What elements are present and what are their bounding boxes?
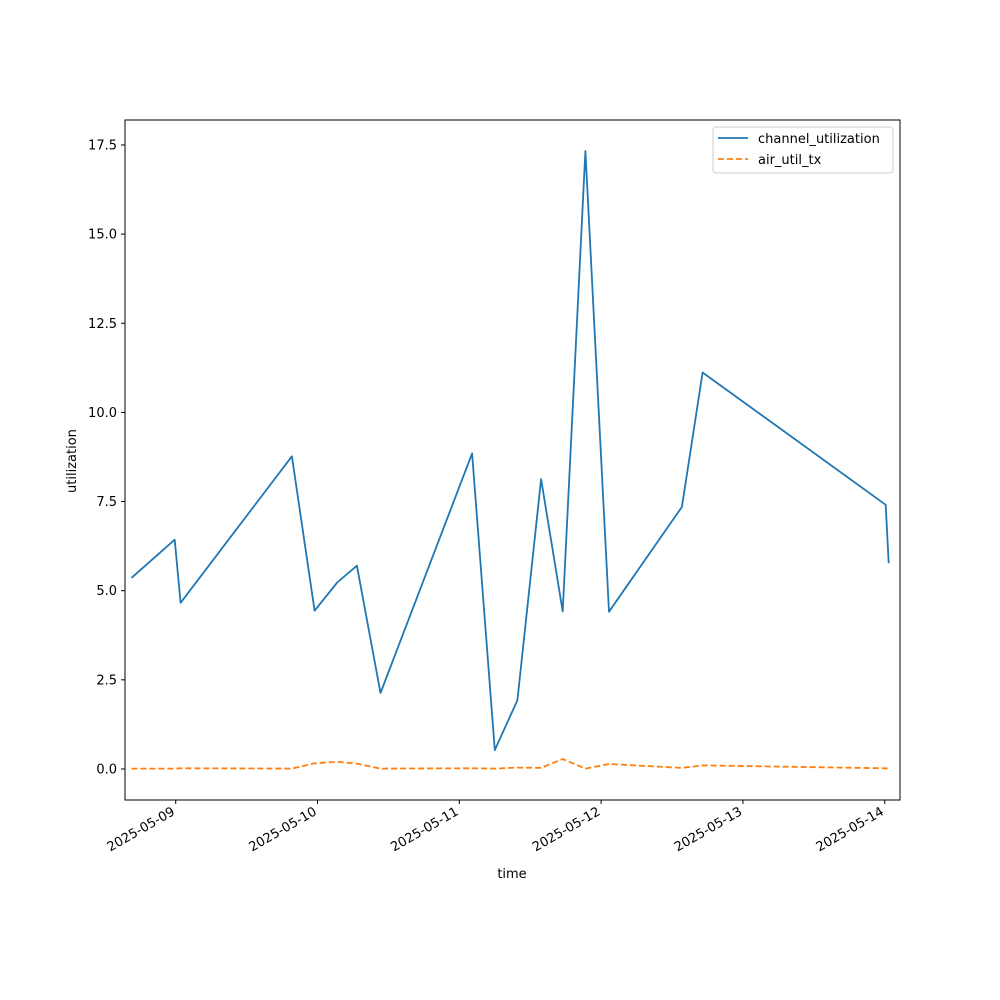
series-lines	[130, 150, 890, 770]
legend-box	[712, 126, 894, 174]
x-axis-label: time	[497, 867, 526, 882]
series-line-channel-utilization	[130, 150, 890, 751]
y-tick-label: 5.0	[96, 584, 117, 599]
y-tick-label: 0.0	[96, 762, 117, 777]
y-axis-ticks: 0.0 2.5 5.0 7.5 10.0 12.5 15.0 17.5	[88, 138, 125, 777]
legend-label-channel-utilization: channel_utilization	[758, 132, 880, 147]
series-line-air-util-tx	[131, 758, 889, 770]
y-axis-label: utilization	[65, 429, 80, 493]
y-tick-label: 10.0	[88, 406, 117, 421]
y-tick-label: 17.5	[88, 138, 117, 153]
y-tick-label: 2.5	[96, 673, 117, 688]
y-tick-label: 7.5	[96, 495, 117, 510]
legend-label-air-util-tx: air_util_tx	[758, 153, 822, 168]
plot-frame	[124, 119, 901, 801]
y-tick-label: 15.0	[88, 228, 117, 243]
y-tick-label: 12.5	[88, 317, 117, 332]
legend: channel_utilization air_util_tx	[712, 126, 894, 174]
